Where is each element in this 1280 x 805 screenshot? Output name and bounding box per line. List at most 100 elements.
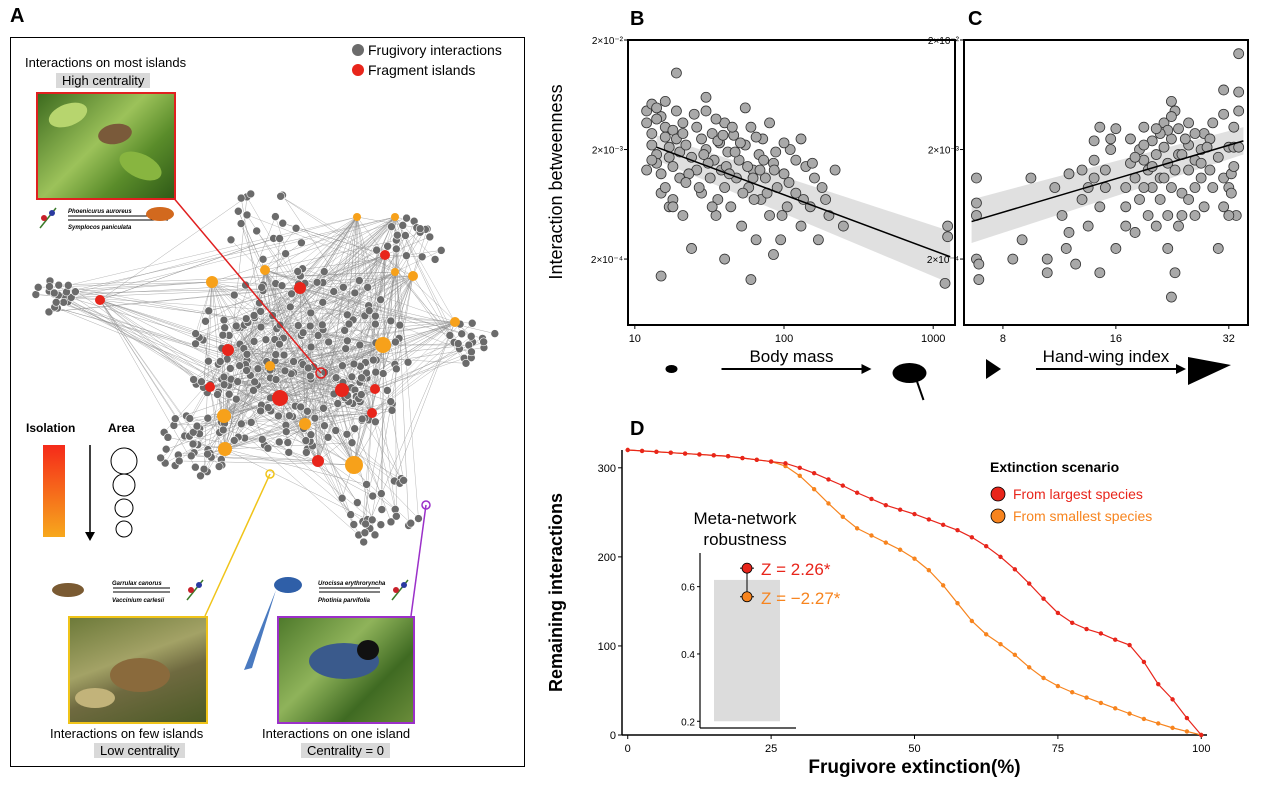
species-node [337, 493, 347, 503]
berry-icon [401, 582, 407, 588]
scatter-point [1105, 144, 1117, 155]
species-node [331, 426, 341, 435]
scatter-point [1125, 133, 1136, 145]
species-node [457, 329, 467, 339]
species-node [350, 424, 359, 433]
series-point [1070, 690, 1075, 695]
species-node [241, 314, 251, 323]
network-edge [99, 299, 396, 510]
photo-garrulax [68, 616, 208, 724]
species-node [242, 210, 252, 220]
inset-y-tick-label: 0.6 [681, 583, 695, 594]
species-node [320, 421, 329, 430]
species-node [383, 386, 392, 395]
scatter-point [829, 164, 841, 176]
species-node [338, 361, 347, 371]
species-node [263, 443, 273, 453]
scatter-point [1223, 210, 1235, 221]
species-node [301, 436, 311, 445]
series-point [998, 641, 1003, 647]
scatter-point [1183, 117, 1194, 129]
network-edge [347, 216, 358, 315]
species-node [226, 364, 235, 373]
fragment-island-node [450, 317, 460, 327]
network-edge [99, 299, 220, 467]
network-edge [282, 195, 384, 346]
x-tick-label: 75 [1052, 743, 1064, 755]
network-edge [304, 338, 483, 425]
network-edge [310, 312, 319, 462]
species-node [368, 491, 378, 501]
species-node [275, 234, 284, 243]
network-edge [230, 348, 376, 390]
scatter-point [719, 182, 731, 193]
series-point [1156, 721, 1161, 726]
species-node [201, 316, 210, 326]
series-point [725, 454, 731, 459]
inset-red-point [741, 562, 753, 574]
species-left-plant: Vaccinium carlesii [112, 598, 165, 604]
scatter-point [770, 146, 782, 158]
scatter-charts-bc: 10 100 1000 2×10⁻⁴ 2×10⁻³ 2×10⁻² Body mass 8 16 3… [546, 36, 1249, 401]
species-node [174, 456, 184, 466]
species-node [461, 359, 471, 368]
series-point [754, 457, 759, 462]
species-node [185, 414, 195, 423]
legend-marker [990, 508, 1006, 524]
series-point [883, 503, 889, 508]
species-node [236, 219, 246, 228]
scatter-point [748, 194, 760, 205]
inset-orange-point [741, 591, 753, 603]
y-tick-label: 2×10⁻² [592, 36, 624, 47]
chart-C: 8 16 32 2×10⁻⁴ 2×10⁻³ 2×10⁻² Hand-wing index [927, 36, 1249, 385]
legend-red-dot [352, 64, 364, 76]
fragment-island-node [408, 271, 418, 281]
species-node [280, 366, 290, 376]
network-edge [299, 287, 483, 339]
species-node [231, 321, 241, 331]
network-edge [99, 299, 366, 525]
series-point [840, 514, 846, 519]
species-node [355, 276, 364, 285]
series-point [740, 455, 745, 461]
species-node [220, 323, 230, 333]
network-edge [304, 229, 426, 425]
scatter-point [1129, 227, 1141, 238]
right-caption: Interactions on one island [262, 726, 411, 741]
species-node [229, 290, 239, 300]
species-node [241, 280, 250, 290]
x-axis-label: Body mass [749, 347, 833, 366]
fragment-island-node [375, 337, 391, 353]
scatter-point [1099, 182, 1111, 193]
species-node [242, 349, 252, 359]
scatter-point [1094, 201, 1106, 213]
species-node [361, 519, 370, 529]
y-tick-label: 2×10⁻³ [592, 146, 624, 157]
x-axis-arrowhead [1176, 364, 1186, 374]
isolation-arrow-head [85, 532, 95, 541]
series-point [1170, 697, 1175, 702]
species-node [346, 510, 355, 519]
scatter-point [742, 161, 753, 172]
species-node [161, 444, 171, 454]
species-node [33, 283, 43, 292]
scatter-point [1025, 172, 1037, 184]
scatter-point [776, 210, 788, 221]
scatter-point [726, 121, 738, 133]
network-edge [99, 299, 218, 395]
species-node [256, 406, 265, 416]
fragment-island-node [217, 409, 231, 423]
species-node [31, 290, 41, 299]
scatter-point [706, 201, 718, 213]
network-edge [227, 250, 442, 351]
scatter-point [1189, 182, 1201, 193]
inset-z-red: Z = 2.26* [761, 560, 831, 579]
scatter-point [1166, 182, 1177, 193]
species-node [363, 283, 372, 292]
network-edge [223, 415, 373, 497]
species-node [319, 267, 329, 276]
fragment-island-node [391, 213, 399, 221]
series-point [1027, 581, 1032, 586]
network-edge [224, 448, 368, 520]
species-node [417, 252, 427, 262]
